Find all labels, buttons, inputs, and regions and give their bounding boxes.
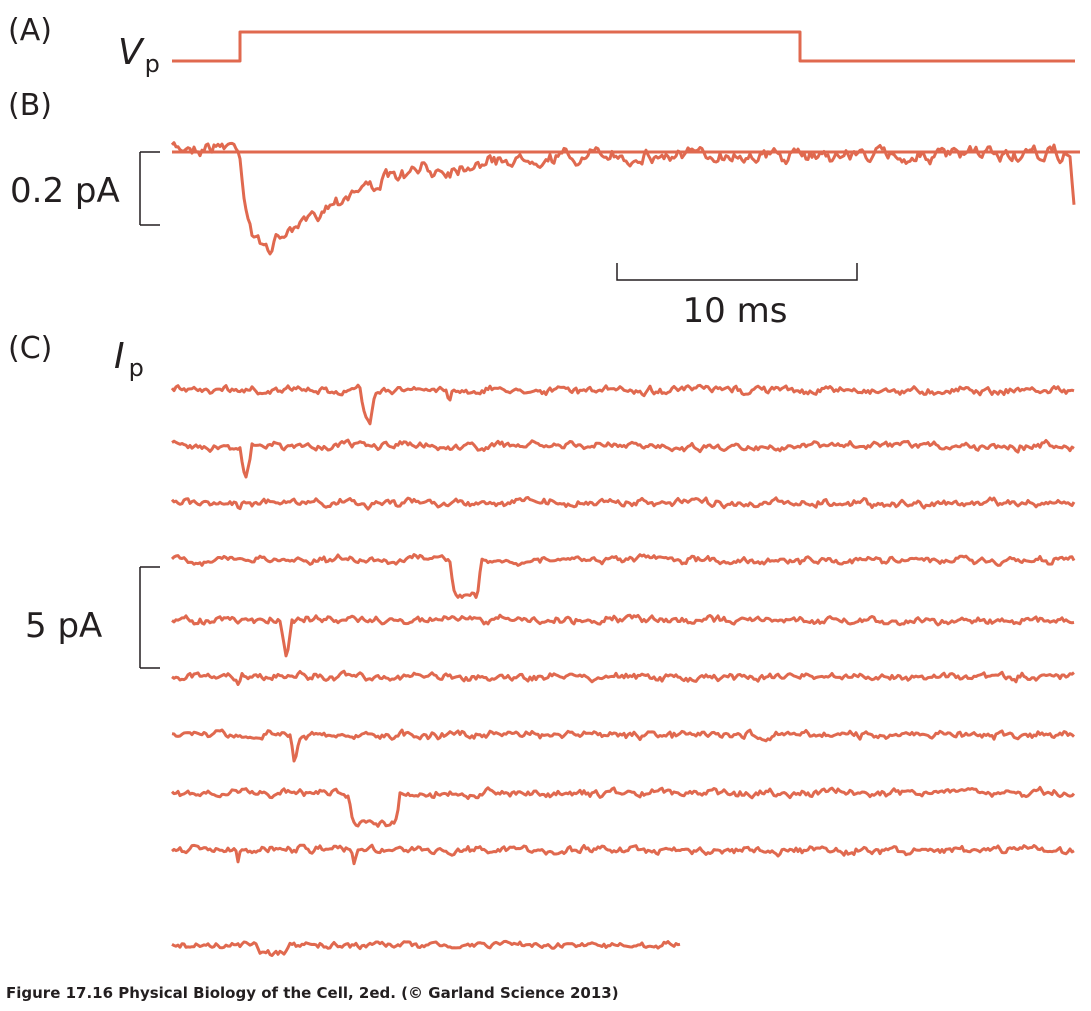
scale-label: 0.2 pA — [10, 171, 120, 211]
current-trace — [171, 669, 1075, 686]
symbol: I — [114, 336, 125, 377]
current-trace — [171, 613, 1075, 658]
scale-bar — [139, 566, 160, 669]
caption: Figure 17.16 Physical Biology of the Cel… — [6, 984, 619, 1002]
symbol: V — [118, 32, 145, 73]
subscript: p — [129, 354, 144, 382]
current-trace — [170, 383, 1075, 426]
subscript: p — [145, 50, 160, 78]
panel-label: (B) — [8, 88, 52, 123]
current-trace — [171, 438, 1075, 479]
current-trace — [171, 728, 1076, 763]
scale-label: 5 pA — [25, 606, 102, 646]
current-trace — [171, 939, 681, 957]
signal-symbol: Vp — [118, 32, 160, 78]
panel-label: (A) — [8, 13, 52, 48]
current-trace — [171, 843, 1075, 866]
voltage-step — [172, 30, 1075, 63]
panel-label: (C) — [8, 331, 52, 366]
scale-bar — [139, 151, 160, 226]
current-trace — [170, 553, 1076, 599]
scale-bar — [616, 263, 858, 281]
current-trace — [170, 785, 1076, 828]
current-trace — [170, 496, 1076, 511]
scale-label: 10 ms — [683, 291, 788, 331]
current-trace — [170, 141, 1076, 256]
